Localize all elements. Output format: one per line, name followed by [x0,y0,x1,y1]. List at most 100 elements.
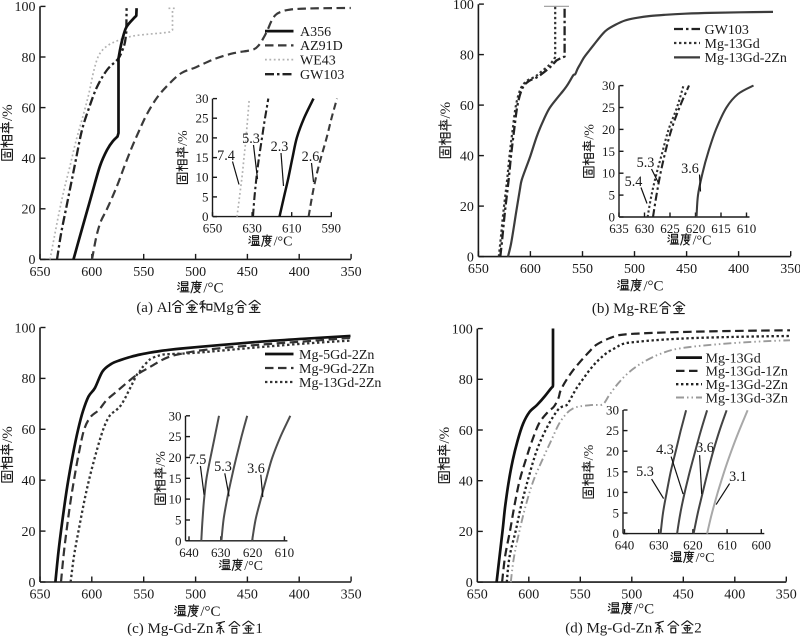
svg-text:20: 20 [22,525,36,540]
svg-text:610: 610 [737,221,757,236]
svg-text:AZ91D: AZ91D [300,39,343,54]
svg-text:(c) Mg-Gd-Zn: (c) Mg-Gd-Zn [127,621,214,636]
svg-text:0: 0 [29,253,36,268]
svg-text:/%: /% [437,427,453,444]
svg-text:60: 60 [460,99,474,114]
svg-text:1: 1 [255,621,263,636]
svg-text:0: 0 [466,576,473,591]
svg-text:400: 400 [728,262,749,277]
svg-text:80: 80 [22,372,36,387]
svg-text:450: 450 [237,588,258,603]
svg-text:30: 30 [602,78,615,93]
svg-text:/°C: /°C [696,551,715,566]
svg-text:60: 60 [22,101,36,116]
svg-text:600: 600 [520,262,541,277]
svg-text:40: 40 [22,474,36,489]
svg-text:400: 400 [724,588,745,603]
svg-text:350: 350 [776,588,797,603]
svg-text:30: 30 [196,91,209,106]
svg-text:0: 0 [609,210,616,225]
svg-text:550: 550 [570,588,591,603]
svg-text:7.4: 7.4 [217,148,235,164]
svg-text:GW103: GW103 [705,23,749,38]
svg-text:450: 450 [676,262,697,277]
svg-text:630: 630 [635,221,655,236]
svg-text:630: 630 [649,538,669,553]
svg-text:10: 10 [606,485,619,500]
svg-text:20: 20 [606,444,619,459]
svg-text:650: 650 [467,588,488,603]
svg-text:650: 650 [203,221,223,236]
svg-text:625: 625 [660,221,680,236]
svg-text:20: 20 [460,200,474,215]
svg-text:Mg-9Gd-2Zn: Mg-9Gd-2Zn [299,362,374,377]
svg-text:450: 450 [237,265,258,280]
svg-text:100: 100 [452,322,473,337]
svg-text:600: 600 [518,588,539,603]
svg-text:650: 650 [30,265,51,280]
svg-text:15: 15 [196,150,209,165]
svg-text:A356: A356 [300,25,331,40]
svg-text:80: 80 [460,48,474,63]
svg-text:600: 600 [752,538,772,553]
svg-text:25: 25 [196,111,209,126]
svg-text:15: 15 [169,471,182,486]
svg-text:610: 610 [275,545,295,560]
svg-text:Mg-5Gd-2Zn: Mg-5Gd-2Zn [299,348,374,363]
svg-text:400: 400 [289,265,310,280]
svg-text:0: 0 [175,533,182,548]
svg-text:Mg-13Gd-2Zn: Mg-13Gd-2Zn [705,51,787,66]
svg-text:/%: /% [176,130,191,146]
svg-text:620: 620 [686,221,706,236]
svg-text:0: 0 [29,576,36,591]
svg-text:100: 100 [15,0,36,15]
svg-text:25: 25 [602,100,615,115]
svg-text:GW103: GW103 [300,68,344,83]
svg-text:500: 500 [621,588,642,603]
svg-text:610: 610 [717,538,737,553]
svg-text:/°C: /°C [643,279,663,295]
svg-text:640: 640 [179,545,199,560]
svg-text:3.1: 3.1 [729,469,747,485]
svg-text:615: 615 [711,221,731,236]
svg-text:/°C: /°C [693,233,712,248]
svg-text:30: 30 [169,408,182,423]
svg-text:630: 630 [211,545,231,560]
svg-text:400: 400 [289,588,310,603]
svg-text:/°C: /°C [244,559,263,574]
svg-text:/%: /% [154,451,169,467]
svg-text:/%: /% [582,124,597,140]
svg-text:20: 20 [196,130,209,145]
svg-text:0: 0 [202,209,209,224]
svg-text:10: 10 [602,166,615,181]
svg-text:0: 0 [613,526,620,541]
svg-text:620: 620 [683,538,703,553]
svg-text:20: 20 [602,122,615,137]
svg-text:2: 2 [694,621,702,636]
svg-text:0: 0 [467,250,474,265]
svg-text:5.3: 5.3 [214,459,232,475]
svg-text:640: 640 [615,538,635,553]
svg-text:10: 10 [196,170,209,185]
svg-text:25: 25 [169,429,182,444]
svg-text:15: 15 [606,464,619,479]
svg-text:/%: /% [0,104,16,121]
svg-text:80: 80 [22,51,36,66]
svg-text:635: 635 [609,221,629,236]
svg-text:(a) Al: (a) Al [136,300,171,316]
svg-text:Mg-13Gd-2Zn: Mg-13Gd-2Zn [706,378,788,393]
svg-text:/°C: /°C [274,235,293,250]
svg-text:/°C: /°C [200,604,220,620]
svg-text:550: 550 [133,265,154,280]
svg-text:/%: /% [0,426,16,443]
svg-text:Mg: Mg [213,300,234,316]
svg-text:30: 30 [606,403,619,418]
svg-text:350: 350 [780,262,800,277]
svg-text:/°C: /°C [203,280,223,296]
svg-text:5.3: 5.3 [637,155,655,171]
svg-text:350: 350 [341,265,362,280]
svg-text:3.6: 3.6 [696,440,714,456]
svg-text:4.3: 4.3 [656,442,674,458]
svg-text:80: 80 [459,373,473,388]
svg-text:3.6: 3.6 [247,461,265,477]
